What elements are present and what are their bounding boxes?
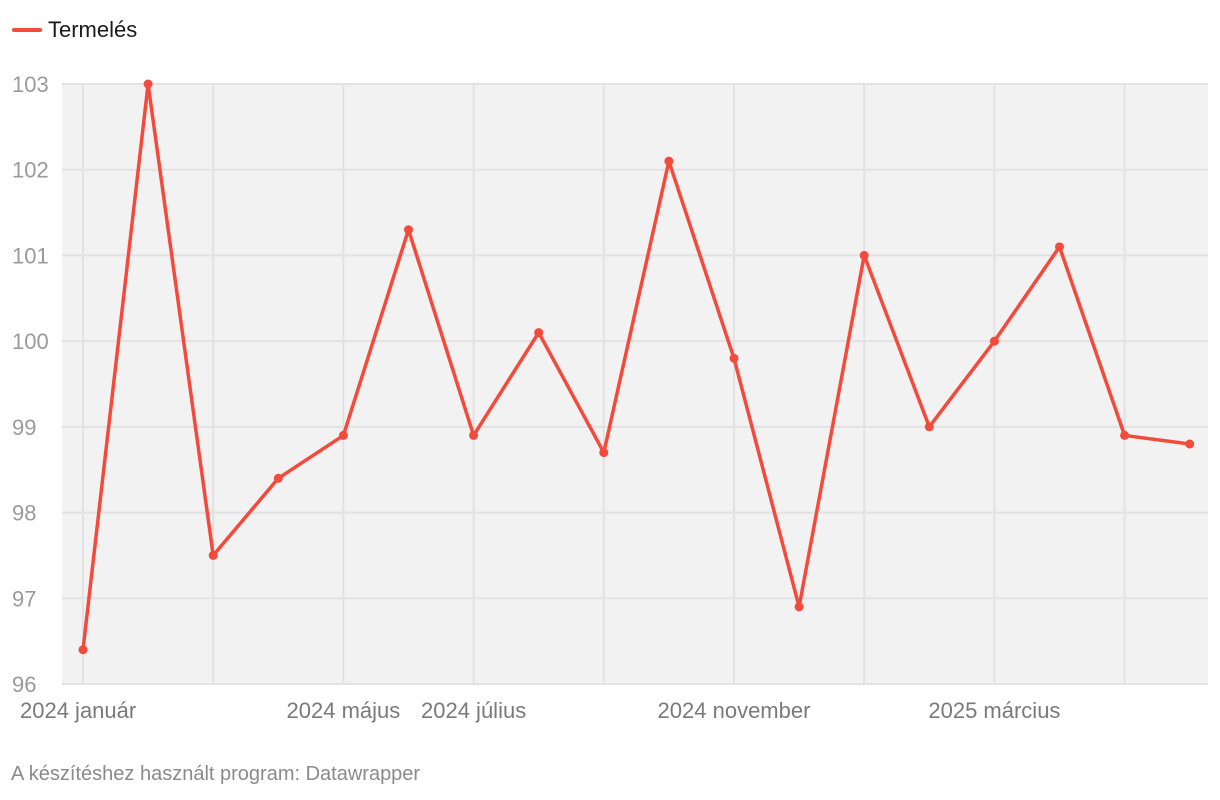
- plot-background: [62, 84, 1208, 684]
- x-tick-label: 2024 május: [287, 698, 401, 723]
- data-point[interactable]: [534, 328, 544, 338]
- data-point[interactable]: [599, 448, 609, 458]
- data-point[interactable]: [794, 602, 804, 612]
- x-axis: 2024 január 2024 május 2024 július 2024 nov…: [20, 698, 1060, 723]
- data-point[interactable]: [338, 430, 348, 440]
- data-point[interactable]: [1055, 242, 1064, 252]
- y-axis: 96 97 98 99 100 101 102 103: [12, 72, 49, 697]
- y-tick-label: 98: [12, 501, 36, 526]
- legend-label: Termelés: [48, 17, 138, 42]
- data-point[interactable]: [1120, 430, 1130, 440]
- data-point[interactable]: [273, 473, 283, 483]
- y-tick-label: 101: [12, 243, 49, 268]
- y-tick-label: 102: [12, 158, 49, 183]
- x-tick-label: 2024 január: [20, 698, 136, 723]
- footer-credit: A készítéshez használt program: Datawrap…: [11, 763, 421, 785]
- y-tick-label: 96: [12, 672, 36, 697]
- x-tick-label: 2024 július: [421, 698, 526, 723]
- data-point[interactable]: [729, 353, 739, 363]
- x-tick-label: 2025 március: [928, 698, 1060, 723]
- data-point[interactable]: [208, 550, 218, 560]
- data-point[interactable]: [989, 336, 999, 346]
- legend-swatch: [12, 28, 42, 32]
- legend: Termelés: [12, 16, 137, 44]
- data-point[interactable]: [1185, 439, 1195, 449]
- data-point[interactable]: [78, 645, 88, 655]
- data-point[interactable]: [859, 250, 869, 260]
- y-tick-label: 97: [12, 586, 36, 611]
- x-tick-label: 2024 november: [658, 698, 811, 723]
- series-layer: [78, 79, 1195, 655]
- data-point[interactable]: [404, 225, 413, 235]
- y-tick-label: 99: [12, 415, 36, 440]
- series-line: [81, 82, 1192, 652]
- data-point[interactable]: [143, 79, 153, 89]
- data-point[interactable]: [469, 430, 479, 440]
- data-point[interactable]: [664, 156, 674, 166]
- grid-lines: [62, 83, 1208, 685]
- y-tick-label: 103: [12, 72, 49, 97]
- y-tick-label: 100: [12, 329, 49, 354]
- data-point[interactable]: [924, 422, 934, 432]
